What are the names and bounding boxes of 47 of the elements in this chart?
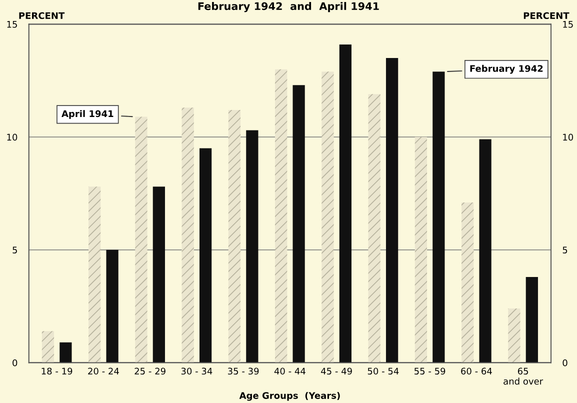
y2-axis-title: PERCENT xyxy=(524,12,570,20)
bar xyxy=(152,186,165,363)
y-axis-title: PERCENT xyxy=(19,12,65,20)
bar xyxy=(479,139,492,363)
bar xyxy=(322,72,334,363)
x-tick-label: 55 - 59 xyxy=(414,368,446,375)
bar xyxy=(246,130,258,363)
y-tick-label: 0 xyxy=(12,359,18,366)
bar xyxy=(432,72,445,363)
x-tick-label: 30 - 34 xyxy=(181,368,212,375)
x-tick-label: 18 - 19 xyxy=(42,368,72,375)
bar xyxy=(199,148,212,363)
y-tick-label: 5 xyxy=(12,246,17,254)
bar xyxy=(339,44,352,363)
y-tick-label: 10 xyxy=(7,134,18,141)
x-tick-label: 25 - 29 xyxy=(134,368,166,375)
bar xyxy=(462,202,474,363)
x-tick-label: 45 - 49 xyxy=(321,368,352,375)
y2-tick-label: 10 xyxy=(563,134,574,141)
y-tick-label: 15 xyxy=(7,21,17,28)
bar xyxy=(526,276,538,363)
x-tick-label: 60 - 64 xyxy=(461,368,492,375)
x-tick-label: 35 - 39 xyxy=(228,368,259,375)
bar xyxy=(508,308,520,363)
bar xyxy=(292,85,305,363)
x-tick-label: 20 - 24 xyxy=(88,368,119,375)
text: April 1941 xyxy=(62,110,114,119)
bar xyxy=(182,108,194,363)
y2-tick-label: 15 xyxy=(563,21,573,28)
x-tick-label: 40 - 44 xyxy=(274,368,306,375)
bar xyxy=(228,110,241,363)
bar xyxy=(386,58,398,363)
bar xyxy=(60,342,72,363)
bar xyxy=(368,94,380,363)
x-tick-label: 65 and over xyxy=(504,368,544,385)
x-tick-label: 50 - 54 xyxy=(368,368,399,375)
bar xyxy=(42,331,54,363)
y2-tick-label: 5 xyxy=(562,246,568,254)
chart-title: February 1942 and April 1941 xyxy=(198,2,379,12)
text: February 1942 xyxy=(470,64,543,74)
x-axis-title: Age Groups (Years) xyxy=(239,392,340,401)
bar xyxy=(106,250,118,363)
y2-tick-label: 0 xyxy=(562,359,568,366)
bar xyxy=(275,69,288,363)
bar xyxy=(135,116,148,363)
bar xyxy=(414,137,428,363)
bar xyxy=(88,186,101,363)
